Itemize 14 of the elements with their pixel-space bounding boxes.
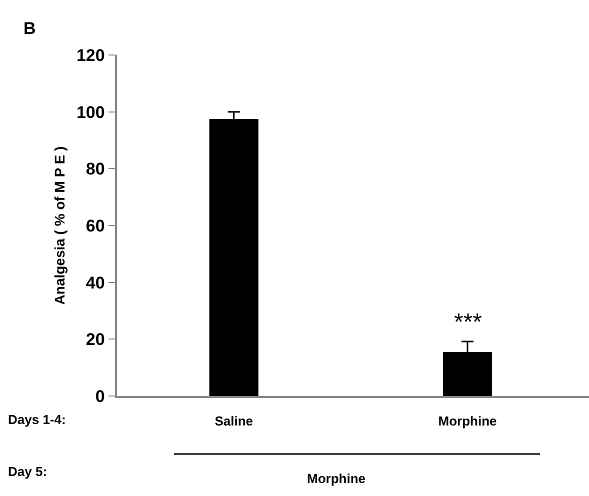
y-tick-label: 60 xyxy=(86,216,105,236)
text: Days 1-4: xyxy=(8,412,66,427)
y-tick-label: 0 xyxy=(95,386,105,406)
y-tick-label: 40 xyxy=(86,273,105,292)
x-tick-label: Saline xyxy=(214,414,253,429)
text: Morphine xyxy=(307,471,366,486)
y-tick-label: 120 xyxy=(76,46,105,65)
y-axis-title: Analgesia ( % of M P E ) xyxy=(52,146,68,305)
chart-title: B xyxy=(24,19,36,38)
annotation: *** xyxy=(454,309,482,336)
y-tick-label: 80 xyxy=(86,160,105,179)
y-tick-label: 100 xyxy=(76,102,105,122)
y-tick-label: 20 xyxy=(86,330,105,350)
text: Day 5: xyxy=(8,464,48,479)
